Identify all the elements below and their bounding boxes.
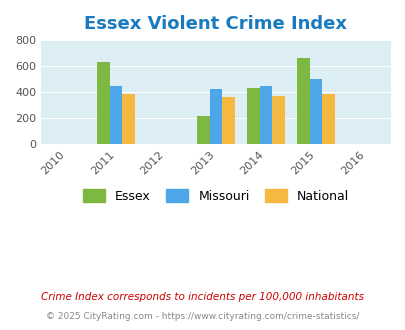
Text: Crime Index corresponds to incidents per 100,000 inhabitants: Crime Index corresponds to incidents per… (41, 292, 364, 302)
Bar (122, 94, 134, 145)
Text: © 2025 CityRating.com - https://www.cityrating.com/crime-statistics/: © 2025 CityRating.com - https://www.city… (46, 312, 359, 321)
Bar (197, 116, 209, 145)
Legend: Essex, Missouri, National: Essex, Missouri, National (77, 184, 354, 208)
Bar (272, 95, 284, 145)
Bar (259, 86, 272, 145)
Bar (309, 79, 322, 145)
Title: Essex Violent Crime Index: Essex Violent Crime Index (84, 15, 347, 33)
Bar (222, 97, 234, 145)
Bar (209, 89, 222, 145)
Bar (247, 88, 259, 145)
Bar (97, 62, 109, 145)
Bar (296, 58, 309, 145)
Bar (109, 86, 122, 145)
Bar (322, 94, 334, 145)
